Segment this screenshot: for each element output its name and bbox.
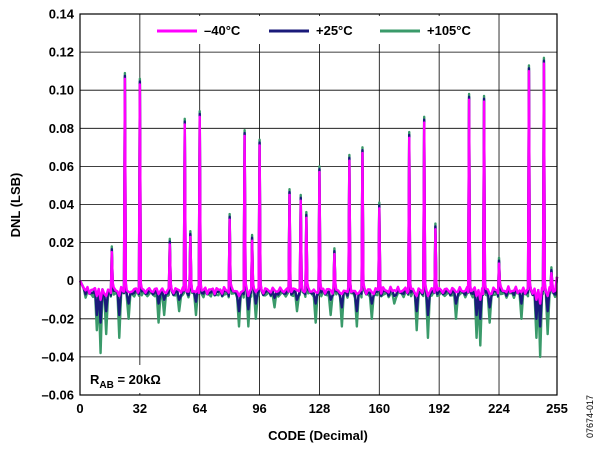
annotation-rest: = 20kΩ: [114, 372, 161, 387]
y-tick-label: –0.06: [41, 388, 74, 403]
y-tick-label: 0.02: [49, 235, 74, 250]
y-tick-label: 0.12: [49, 45, 74, 60]
annotation-box: [81, 365, 191, 393]
series-lines: [78, 56, 559, 359]
legend-label: –40°C: [204, 23, 241, 38]
figure-id: 07674-017: [585, 395, 595, 438]
series-line-minus40c: [78, 62, 559, 305]
legend: –40°C +25°C +105°C: [152, 16, 486, 44]
annotation-text: RAB = 20kΩ: [90, 372, 161, 391]
y-tick-label: 0.14: [49, 7, 75, 22]
x-tick-label: 96: [252, 401, 266, 416]
x-tick-label: 224: [488, 401, 510, 416]
x-axis-title: CODE (Decimal): [268, 428, 368, 443]
plot-frame: [79, 13, 558, 396]
y-tick-label: 0.06: [49, 159, 74, 174]
legend-label: +105°C: [427, 23, 471, 38]
y-tick-label: 0.04: [49, 197, 75, 212]
annotation-main: R: [90, 372, 100, 387]
x-tick-label: 0: [76, 401, 83, 416]
y-tick-label: 0.10: [49, 83, 74, 98]
y-tick-label: 0: [67, 273, 74, 288]
annotation-sub: AB: [99, 380, 113, 391]
y-tick-label: 0.08: [49, 121, 74, 136]
y-tick-label: –0.04: [41, 349, 74, 364]
y-tick-label: –0.02: [41, 311, 74, 326]
y-axis-title: DNL (LSB): [8, 173, 23, 238]
annotation-rab: RAB = 20kΩ: [81, 365, 191, 393]
x-tick-labels: 0 32 64 96 128 160 192 224 255: [76, 401, 567, 416]
legend-label: +25°C: [316, 23, 353, 38]
x-tick-label: 160: [368, 401, 390, 416]
x-tick-label: 32: [133, 401, 147, 416]
y-tick-labels: –0.06 –0.04 –0.02 0 0.02 0.04 0.06 0.08 0.10 0.12…: [41, 7, 74, 403]
x-tick-label: 192: [428, 401, 450, 416]
x-tick-label: 64: [192, 401, 207, 416]
x-tick-label: 255: [546, 401, 568, 416]
x-tick-label: 128: [309, 401, 331, 416]
legend-background: [152, 16, 486, 44]
